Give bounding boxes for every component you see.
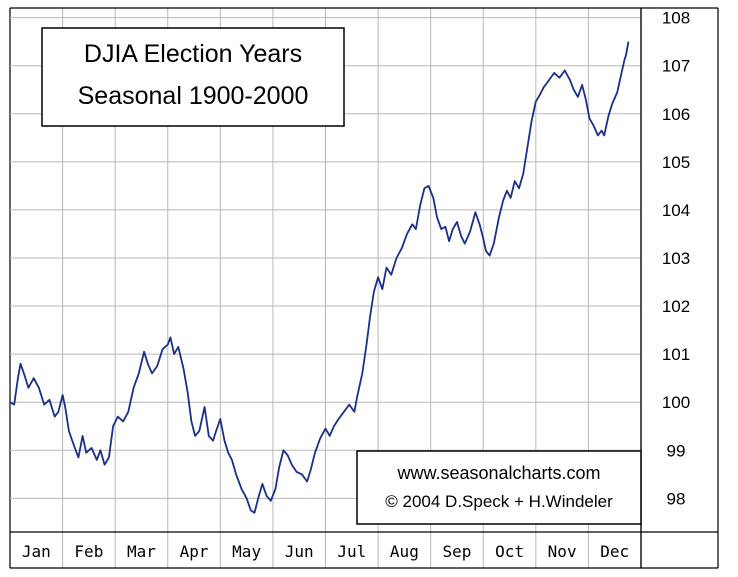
credit-website: www.seasonalcharts.com bbox=[396, 463, 600, 483]
credit-copyright: © 2004 D.Speck + H.Windeler bbox=[385, 492, 613, 511]
y-tick-label: 106 bbox=[662, 105, 690, 124]
x-tick-label-may: May bbox=[232, 542, 261, 561]
x-tick-label-apr: Apr bbox=[180, 542, 209, 561]
y-tick-label: 104 bbox=[662, 201, 690, 220]
y-tick-label: 101 bbox=[662, 345, 690, 364]
y-tick-label: 98 bbox=[667, 489, 686, 508]
y-tick-label: 107 bbox=[662, 57, 690, 76]
y-tick-label: 103 bbox=[662, 249, 690, 268]
x-tick-label-jun: Jun bbox=[285, 542, 314, 561]
y-tick-label: 108 bbox=[662, 9, 690, 28]
chart-title-line-2: Seasonal 1900-2000 bbox=[78, 82, 309, 110]
y-axis-labels: 98 99 100 101 102 103 104 105 106 107 108 bbox=[662, 9, 690, 509]
y-tick-label: 99 bbox=[667, 441, 686, 460]
x-tick-label-mar: Mar bbox=[127, 542, 156, 561]
chart-title-line-1: DJIA Election Years bbox=[84, 40, 302, 68]
title-box: DJIA Election Years Seasonal 1900-2000 bbox=[41, 27, 345, 127]
credit-box: www.seasonalcharts.com © 2004 D.Speck + … bbox=[356, 450, 642, 525]
y-tick-label: 100 bbox=[662, 393, 690, 412]
y-tick-label: 102 bbox=[662, 297, 690, 316]
x-tick-label-jan: Jan bbox=[22, 542, 51, 561]
y-tick-label: 105 bbox=[662, 153, 690, 172]
x-tick-label-aug: Aug bbox=[390, 542, 419, 561]
x-tick-label-feb: Feb bbox=[74, 542, 103, 561]
x-tick-label-dec: Dec bbox=[600, 542, 629, 561]
x-tick-label-sep: Sep bbox=[443, 542, 472, 561]
x-tick-label-jul: Jul bbox=[337, 542, 366, 561]
x-axis-labels: Jan Feb Mar Apr May Jun Jul Aug Sep Oct Nov Dec bbox=[22, 542, 629, 561]
x-tick-label-oct: Oct bbox=[495, 542, 524, 561]
series-line bbox=[9, 41, 630, 514]
x-tick-label-nov: Nov bbox=[548, 542, 577, 561]
